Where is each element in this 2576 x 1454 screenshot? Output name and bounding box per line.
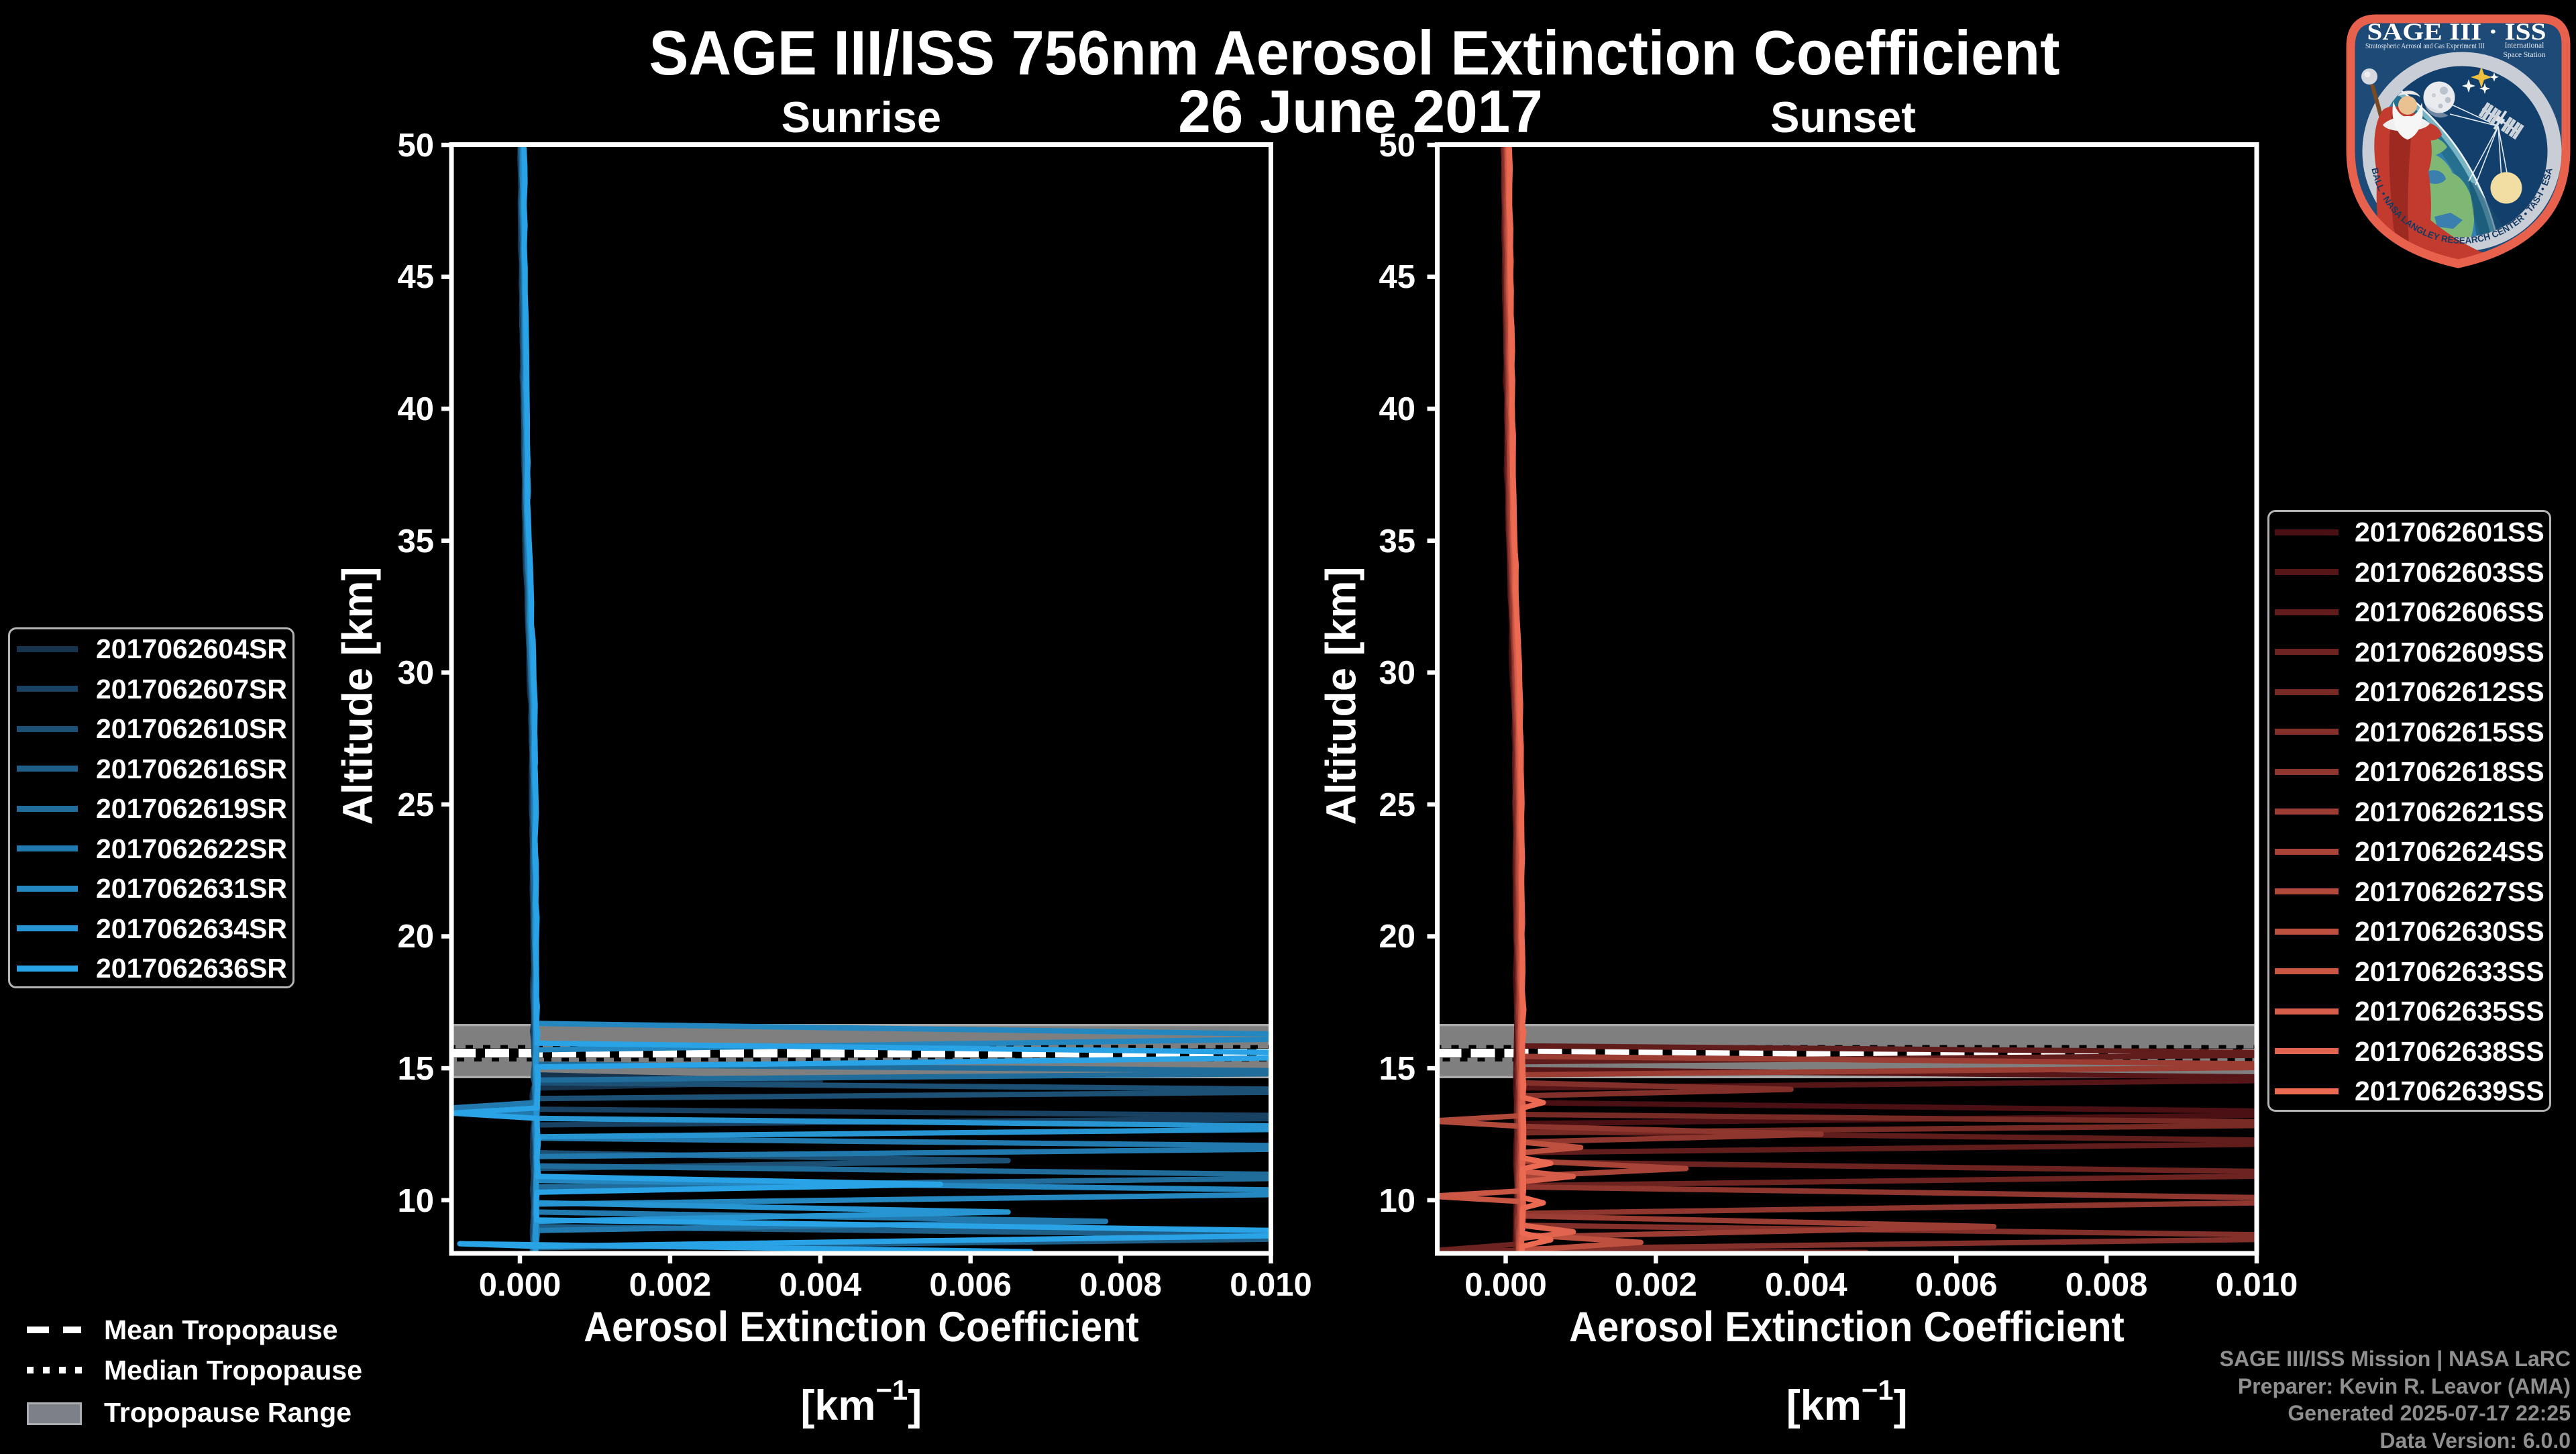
svg-text:SAGE III · ISS: SAGE III · ISS — [2367, 18, 2546, 45]
svg-text:International: International — [2505, 42, 2544, 50]
svg-text:Stratospheric Aerosol and Gas: Stratospheric Aerosol and Gas Experiment… — [2365, 42, 2485, 50]
svg-text:Space Station: Space Station — [2504, 51, 2546, 59]
